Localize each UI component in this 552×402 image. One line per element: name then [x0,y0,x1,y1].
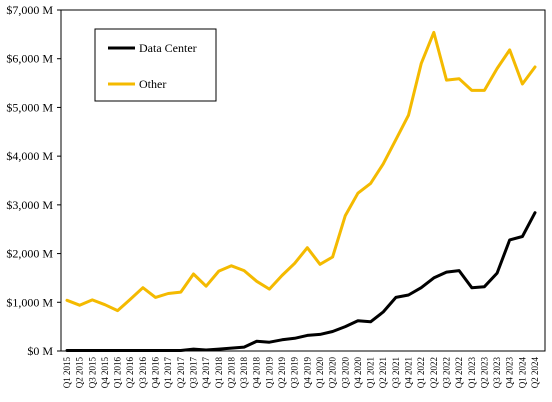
series-line-other [65,30,537,313]
x-tick-label: Q1 2024 [517,357,527,389]
y-tick-label: $0 M [27,344,53,358]
y-tick-label: $3,000 M [6,198,53,212]
x-tick-label: Q3 2019 [290,357,300,389]
x-tick-label: Q4 2018 [252,357,262,389]
x-tick-label: Q4 2016 [151,357,161,389]
x-tick-label: Q1 2015 [62,357,72,389]
y-tick-label: $4,000 M [6,149,53,163]
x-tick-label: Q1 2022 [416,357,426,388]
x-tick-label: Q4 2023 [505,357,515,389]
x-tick-label: Q3 2020 [340,357,350,389]
legend: Data Center Other [94,28,217,102]
x-tick-label: Q2 2018 [226,357,236,389]
x-tick-label: Q3 2022 [441,357,451,388]
series-lines [65,30,537,352]
y-tick-label: $1,000 M [6,295,53,309]
y-tick-label: $5,000 M [6,100,53,114]
x-tick-label: Q1 2023 [467,357,477,389]
x-tick-label: Q3 2023 [492,357,502,389]
x-tick-label: Q1 2017 [163,357,173,389]
x-tick-label: Q3 2017 [188,357,198,389]
x-tick-label: Q1 2021 [366,357,376,388]
x-axis-ticks: Q1 2015 Q2 2015 Q3 2015 Q4 2015 Q1 2016 Q2 20… [62,357,540,389]
x-tick-label: Q2 2016 [125,357,135,389]
x-tick-label: Q1 2020 [315,357,325,389]
x-tick-label: Q3 2015 [87,357,97,389]
x-tick-label: Q3 2018 [239,357,249,389]
y-axis-ticks: $0 M $1,000 M $2,000 M $3,000 M $4,000 M $5,0… [6,3,61,358]
x-tick-label: Q4 2020 [353,357,363,389]
x-tick-label: Q2 2024 [530,357,540,389]
x-tick-label: Q4 2015 [100,357,110,389]
x-tick-label: Q1 2018 [214,357,224,389]
x-tick-label: Q2 2020 [328,357,338,389]
series-line-data-center [65,211,537,352]
x-tick-label: Q2 2019 [277,357,287,389]
x-tick-label: Q3 2016 [138,357,148,389]
y-tick-label: $7,000 M [6,3,53,17]
plot-area [60,9,546,352]
x-tick-label: Q2 2022 [429,357,439,388]
x-tick-label: Q2 2017 [176,357,186,389]
x-tick-label: Q1 2019 [264,357,274,389]
x-tick-label: Q4 2022 [454,357,464,388]
legend-label-data-center: Data Center [139,41,197,55]
x-tick-label: Q1 2016 [113,357,123,389]
x-tick-label: Q3 2021 [391,357,401,388]
x-tick-label: Q4 2019 [302,357,312,389]
legend-label-other: Other [139,77,166,91]
legend-box [94,28,217,102]
x-tick-label: Q4 2017 [201,357,211,389]
y-tick-label: $6,000 M [6,52,53,66]
x-tick-label: Q2 2015 [75,357,85,389]
x-tick-label: Q2 2021 [378,357,388,388]
x-tick-label: Q2 2023 [479,357,489,389]
x-tick-label: Q4 2021 [404,357,414,388]
y-tick-label: $2,000 M [6,247,53,261]
